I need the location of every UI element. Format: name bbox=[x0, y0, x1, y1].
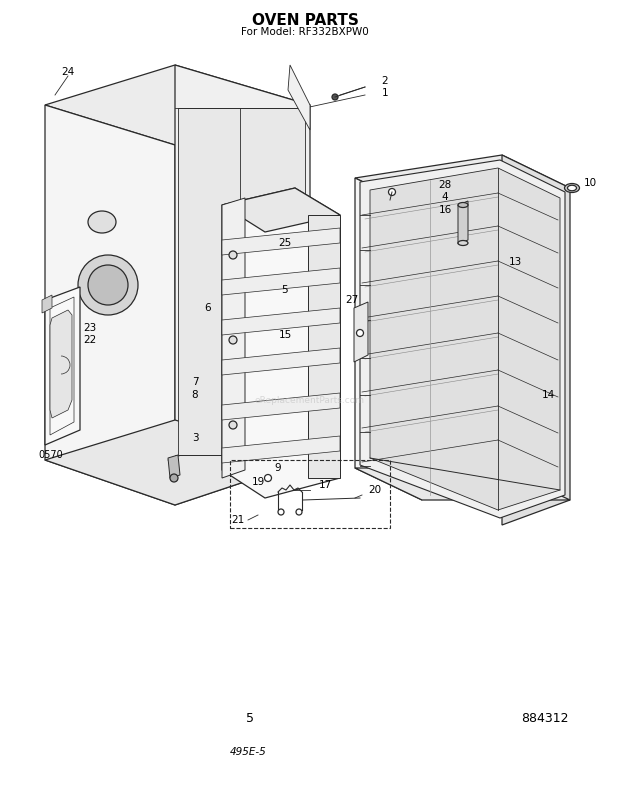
Text: 13: 13 bbox=[508, 257, 521, 267]
Text: 495E-5: 495E-5 bbox=[229, 747, 267, 757]
Text: 4: 4 bbox=[441, 192, 448, 202]
Text: 7: 7 bbox=[192, 377, 198, 387]
Text: 5: 5 bbox=[281, 285, 288, 295]
Ellipse shape bbox=[458, 202, 468, 208]
Text: For Model: RF332BXPW0: For Model: RF332BXPW0 bbox=[241, 27, 369, 37]
Polygon shape bbox=[178, 108, 305, 455]
Polygon shape bbox=[50, 310, 72, 418]
Circle shape bbox=[170, 474, 178, 482]
Text: 1: 1 bbox=[382, 88, 388, 98]
Polygon shape bbox=[222, 268, 340, 295]
Text: 884312: 884312 bbox=[521, 711, 569, 725]
Polygon shape bbox=[308, 215, 340, 478]
Polygon shape bbox=[45, 105, 175, 505]
Text: 20: 20 bbox=[368, 485, 381, 495]
Text: 15: 15 bbox=[278, 330, 291, 340]
Polygon shape bbox=[42, 295, 52, 313]
Polygon shape bbox=[222, 228, 340, 255]
Circle shape bbox=[356, 330, 363, 337]
Polygon shape bbox=[45, 65, 310, 145]
Text: 27: 27 bbox=[345, 295, 358, 305]
Polygon shape bbox=[222, 436, 340, 463]
Circle shape bbox=[332, 94, 338, 100]
Circle shape bbox=[265, 475, 272, 482]
Text: 28: 28 bbox=[438, 180, 451, 190]
Circle shape bbox=[229, 421, 237, 429]
Text: OVEN PARTS: OVEN PARTS bbox=[252, 13, 358, 28]
Polygon shape bbox=[458, 201, 468, 244]
Circle shape bbox=[229, 336, 237, 344]
Polygon shape bbox=[355, 178, 422, 500]
Polygon shape bbox=[222, 308, 340, 335]
Polygon shape bbox=[222, 198, 245, 478]
Polygon shape bbox=[355, 468, 570, 500]
Polygon shape bbox=[288, 65, 310, 130]
Polygon shape bbox=[222, 188, 340, 232]
Text: eReplacementParts.com: eReplacementParts.com bbox=[255, 396, 365, 405]
Circle shape bbox=[389, 189, 396, 195]
Polygon shape bbox=[354, 302, 368, 362]
Text: 9: 9 bbox=[275, 463, 281, 473]
Text: 8: 8 bbox=[192, 390, 198, 400]
Text: 0570: 0570 bbox=[38, 450, 63, 460]
Text: 21: 21 bbox=[231, 515, 245, 525]
Text: 17: 17 bbox=[319, 480, 332, 490]
Polygon shape bbox=[222, 188, 340, 498]
Polygon shape bbox=[45, 287, 80, 445]
Text: 16: 16 bbox=[438, 205, 451, 215]
Polygon shape bbox=[168, 455, 180, 478]
Text: 10: 10 bbox=[583, 178, 596, 188]
Text: 25: 25 bbox=[278, 238, 291, 248]
Ellipse shape bbox=[88, 211, 116, 233]
Ellipse shape bbox=[567, 185, 577, 190]
Polygon shape bbox=[502, 155, 570, 525]
Polygon shape bbox=[222, 393, 340, 420]
Text: 5: 5 bbox=[246, 711, 254, 725]
Text: 2: 2 bbox=[382, 76, 388, 86]
Text: 23: 23 bbox=[83, 323, 97, 333]
Ellipse shape bbox=[458, 241, 468, 246]
Text: 19: 19 bbox=[251, 477, 265, 487]
Polygon shape bbox=[355, 155, 570, 210]
Polygon shape bbox=[370, 168, 560, 510]
Circle shape bbox=[296, 509, 302, 515]
Text: 3: 3 bbox=[192, 433, 198, 443]
Circle shape bbox=[78, 255, 138, 315]
Text: 24: 24 bbox=[61, 67, 74, 77]
Circle shape bbox=[278, 509, 284, 515]
Polygon shape bbox=[175, 65, 310, 505]
Polygon shape bbox=[222, 348, 340, 375]
Polygon shape bbox=[45, 420, 310, 505]
Polygon shape bbox=[360, 160, 565, 518]
Text: 14: 14 bbox=[541, 390, 555, 400]
Circle shape bbox=[229, 251, 237, 259]
Text: 22: 22 bbox=[83, 335, 97, 345]
Circle shape bbox=[88, 265, 128, 305]
Ellipse shape bbox=[564, 183, 580, 193]
Text: 6: 6 bbox=[205, 303, 211, 313]
